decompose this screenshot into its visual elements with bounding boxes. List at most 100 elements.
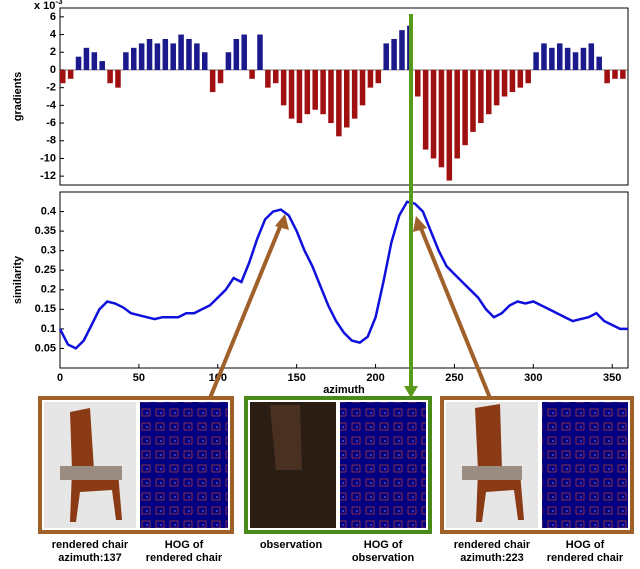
panel-caption: rendered chair	[547, 552, 624, 564]
bar	[446, 69, 453, 181]
bar	[265, 69, 271, 88]
bar	[525, 69, 531, 84]
bar	[596, 56, 602, 70]
bar	[312, 69, 318, 110]
bar	[612, 69, 618, 79]
bar	[572, 52, 579, 70]
bar	[107, 69, 113, 84]
bar	[304, 69, 311, 115]
bar	[470, 69, 476, 132]
bar	[209, 69, 216, 93]
bar	[454, 69, 460, 159]
panel-caption: rendered chair	[146, 552, 223, 564]
panel-caption: HOG of	[566, 539, 605, 551]
bar	[493, 69, 500, 106]
y-tick-label: 4	[50, 28, 57, 40]
bar	[620, 69, 626, 79]
frame	[244, 396, 432, 534]
bar	[83, 47, 90, 70]
y-axis-label: gradients	[12, 72, 24, 122]
x-tick-label: 200	[366, 372, 384, 384]
bar	[99, 61, 105, 70]
x-tick-label: 150	[287, 372, 305, 384]
panel-caption: rendered chair	[454, 539, 531, 551]
x-tick-label: 50	[133, 372, 145, 384]
y-tick-label: -6	[46, 117, 56, 129]
y-tick-label: 0.2	[41, 284, 56, 296]
bar	[186, 38, 192, 70]
bar	[336, 69, 342, 137]
chair-shape	[270, 405, 302, 470]
y-tick-label: 0	[50, 64, 56, 76]
bar	[225, 52, 232, 70]
bar	[115, 69, 121, 88]
bar	[60, 69, 66, 84]
bar	[288, 69, 295, 119]
y-axis-label: similarity	[12, 255, 24, 304]
chair-shape	[475, 404, 524, 522]
bar	[91, 52, 98, 70]
bar	[383, 43, 389, 70]
bar	[509, 69, 516, 93]
bar	[564, 47, 571, 70]
panel-right	[440, 396, 634, 534]
bar	[604, 69, 610, 84]
frame	[440, 396, 634, 534]
panel-caption: azimuth:223	[460, 552, 524, 564]
y-tick-label: 0.3	[41, 245, 56, 257]
y-tick-label: -2	[46, 82, 56, 94]
bar	[375, 69, 382, 84]
bar	[67, 69, 74, 79]
y-tick-label: -4	[46, 99, 57, 111]
chair-shape	[70, 408, 122, 522]
bar	[241, 34, 247, 70]
bar	[320, 69, 326, 115]
seat	[462, 466, 522, 480]
panel-middle	[244, 396, 432, 534]
panel-caption: HOG of	[165, 539, 204, 551]
panel-caption: HOG of	[364, 539, 403, 551]
y-tick-label: -8	[46, 135, 56, 147]
bar	[75, 56, 82, 70]
y-tick-label: 0.15	[35, 303, 56, 315]
bar	[178, 34, 184, 70]
x-tick-label: 350	[603, 372, 621, 384]
bar	[131, 47, 137, 70]
bar	[549, 47, 555, 70]
y-tick-label: 0.05	[35, 342, 56, 354]
bar	[399, 30, 405, 70]
bar	[123, 52, 129, 70]
hog-image	[542, 402, 628, 528]
bar	[194, 43, 200, 70]
bar	[541, 43, 547, 70]
bar	[138, 43, 145, 70]
y-tick-label: 0.25	[35, 264, 56, 276]
bar	[438, 69, 445, 168]
arrowhead	[275, 214, 289, 230]
bar	[478, 69, 484, 124]
bar	[280, 69, 287, 106]
plot-frame	[59, 7, 629, 186]
bar	[391, 38, 397, 70]
seat	[60, 466, 122, 480]
bar	[422, 69, 429, 150]
panel-caption: observation	[260, 539, 323, 551]
brown-arrow	[418, 225, 492, 399]
bar	[486, 69, 492, 115]
y-tick-label: 0.4	[41, 205, 57, 217]
bar	[351, 69, 358, 119]
bar	[273, 69, 279, 84]
multiplier: x 10-3	[34, 0, 63, 12]
frame	[38, 396, 234, 534]
arrowhead	[404, 386, 418, 398]
x-axis-label: azimuth	[323, 384, 365, 396]
bar	[588, 43, 595, 70]
plot-frame	[59, 191, 629, 369]
bar	[257, 34, 263, 70]
x-tick-label: 300	[524, 372, 542, 384]
y-tick-label: 6	[50, 11, 56, 23]
bar	[517, 69, 524, 88]
bar	[359, 69, 366, 106]
panel-left	[38, 396, 234, 534]
bar	[580, 47, 587, 70]
